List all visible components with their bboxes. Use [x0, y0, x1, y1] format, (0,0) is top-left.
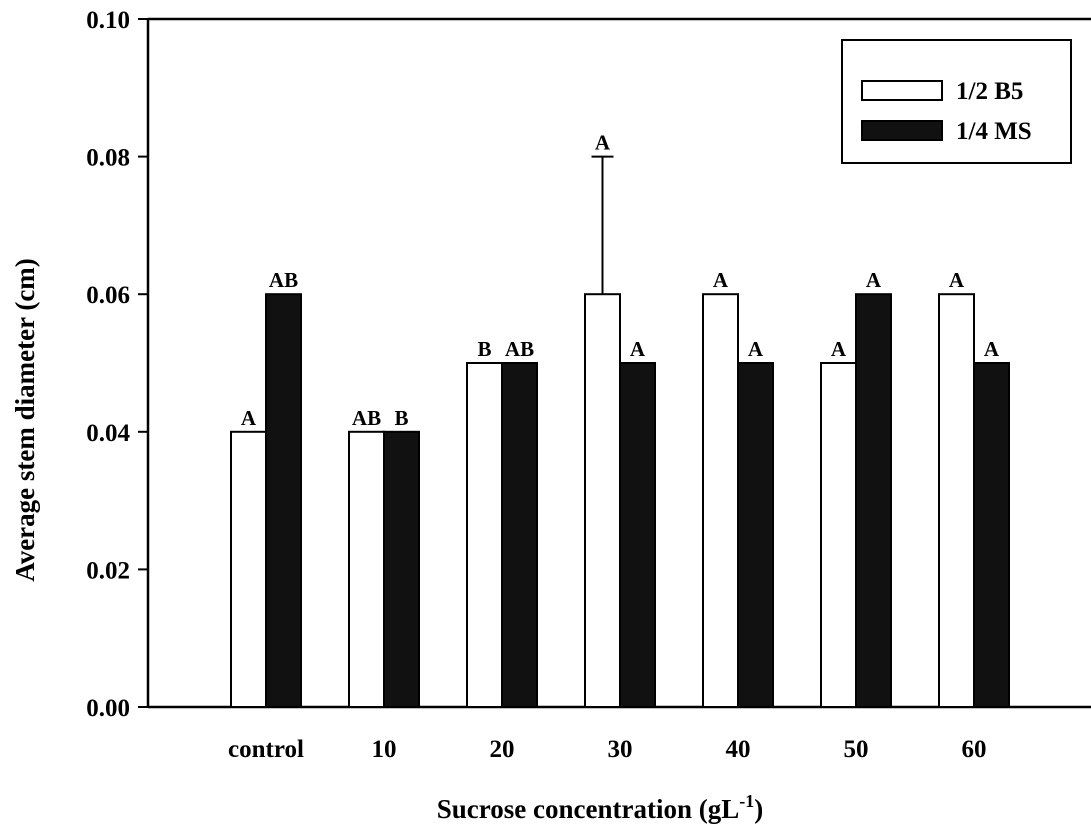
x-tick-label: 40 [726, 736, 751, 763]
bar-quarter-ms [619, 362, 656, 708]
legend-swatch [861, 120, 943, 141]
bar-half-b5 [702, 293, 739, 708]
significance-letter: AB [505, 337, 534, 361]
y-tick-label: 0.04 [86, 420, 130, 447]
significance-letter: A [630, 337, 646, 361]
x-axis: control 10 20 30 40 50 60 [228, 736, 986, 763]
x-tick-label: 60 [962, 736, 987, 763]
significance-letter: AB [352, 406, 381, 430]
significance-letter: A [866, 268, 882, 292]
x-tick-label: 10 [372, 736, 397, 763]
significance-letter: A [949, 268, 965, 292]
x-tick-label: control [228, 736, 304, 763]
bar-quarter-ms [501, 362, 538, 708]
significance-letter: AB [269, 268, 298, 292]
bar-quarter-ms [383, 430, 420, 708]
significance-letter: B [477, 337, 491, 361]
y-tick-label: 0.00 [86, 695, 130, 722]
significance-letter: B [394, 406, 408, 430]
significance-letter: A [241, 406, 257, 430]
x-tick-label: 30 [608, 736, 633, 763]
legend-label: 1/4 MS [956, 118, 1032, 145]
legend: 1/2 B5 1/4 MS [841, 39, 1072, 164]
bar-half-b5 [584, 293, 621, 708]
significance-labels: A AB B A A A A AB B AB A A A A [241, 131, 1000, 430]
x-axis-title: Sucrose concentration (gL-1) [437, 791, 763, 824]
x-tick-label: 20 [490, 736, 515, 763]
legend-swatch [861, 80, 943, 101]
bar-quarter-ms [973, 362, 1010, 708]
y-tick-label: 0.10 [86, 7, 130, 34]
significance-letter: A [713, 268, 729, 292]
bars [230, 155, 1010, 708]
x-tick-label: 50 [844, 736, 869, 763]
bar-half-b5 [466, 362, 503, 708]
bar-half-b5 [230, 430, 267, 708]
significance-letter: A [831, 337, 847, 361]
y-tick-label: 0.02 [86, 557, 130, 584]
bar-half-b5 [348, 430, 385, 708]
bar-quarter-ms [737, 362, 774, 708]
y-tick-label: 0.06 [86, 282, 130, 309]
significance-letter: A [984, 337, 1000, 361]
bar-half-b5 [938, 293, 975, 708]
bar-half-b5 [820, 362, 857, 708]
legend-box [841, 39, 1072, 164]
significance-letter: A [748, 337, 764, 361]
bar-quarter-ms [855, 293, 892, 708]
legend-label: 1/2 B5 [956, 78, 1023, 105]
bar-quarter-ms [265, 293, 302, 708]
significance-letter: A [595, 131, 611, 155]
y-axis: 0.00 0.02 0.04 0.06 0.08 0.10 [86, 7, 148, 722]
y-axis-title: Average stem diameter (cm) [10, 258, 40, 582]
y-tick-label: 0.08 [86, 145, 130, 172]
